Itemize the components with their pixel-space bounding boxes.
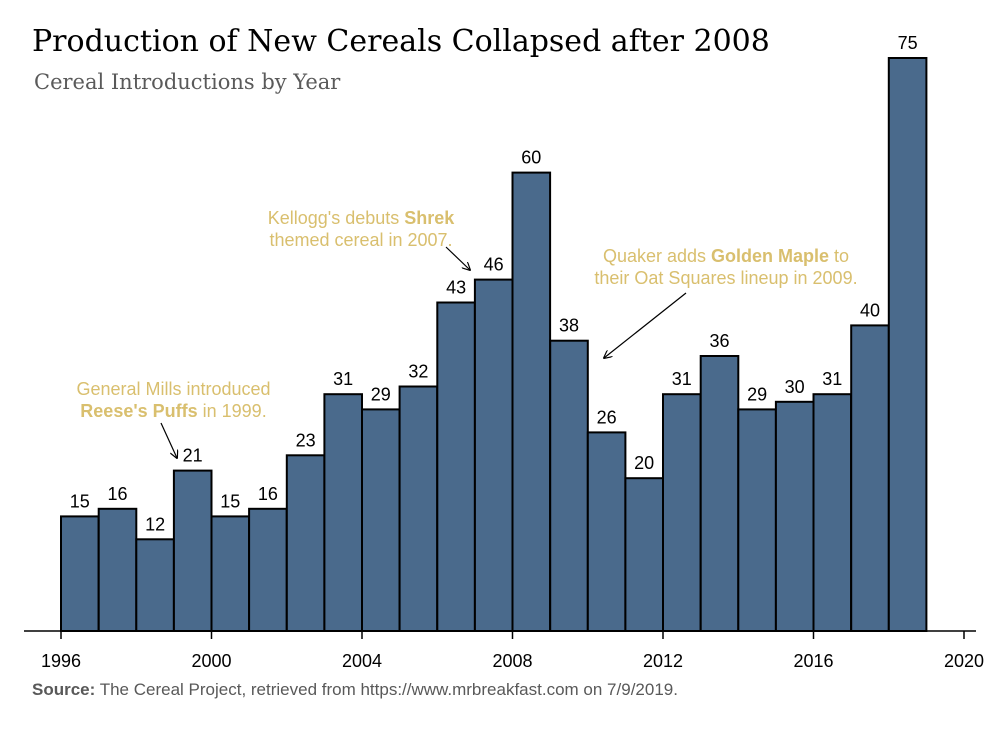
data-label-2002: 16 — [258, 484, 278, 504]
data-label-1997: 15 — [70, 491, 90, 511]
data-label-2019: 75 — [898, 33, 918, 53]
data-label-2015: 29 — [747, 384, 767, 404]
bar-2000 — [172, 469, 213, 632]
data-label-2007: 43 — [446, 278, 466, 298]
data-label-2003: 23 — [296, 430, 316, 450]
x-tick-label-2012: 2012 — [643, 651, 683, 671]
data-labels-group: 15 16 12 21 15 16 23 31 29 32 43 46 60 38 26 20 31 36 29 30… — [70, 33, 918, 534]
bar-2008 — [473, 278, 514, 632]
annotation-reeses-puffs: General Mills introduced Reese's Puffs i… — [66, 378, 281, 422]
annotation-shrek: Kellogg's debuts Shrek themed cereal in … — [246, 207, 476, 251]
bar-2003 — [285, 454, 326, 632]
data-label-2010: 38 — [559, 316, 579, 336]
annotation-shrek-line2: themed cereal in 2007. — [269, 230, 453, 250]
data-label-2014: 36 — [709, 331, 729, 351]
annotation-golden-maple: Quaker adds Golden Maple to their Oat Sq… — [566, 245, 886, 289]
source-label: Source: — [32, 680, 96, 699]
data-label-1998: 16 — [107, 484, 127, 504]
data-label-2016: 30 — [785, 377, 805, 397]
bars-group — [60, 57, 928, 633]
x-tick-label-2004: 2004 — [342, 651, 382, 671]
annotation-shrek-bold: Shrek — [404, 208, 455, 228]
data-label-1999: 12 — [145, 514, 165, 534]
data-label-2008: 46 — [484, 255, 504, 275]
data-label-2018: 40 — [860, 300, 880, 320]
annotation-maple-bold: Golden Maple — [711, 246, 830, 266]
data-label-2013: 31 — [672, 369, 692, 389]
bar-2007 — [436, 301, 476, 632]
bar-2018 — [850, 324, 890, 632]
bar-2011 — [586, 431, 627, 632]
data-label-2000: 21 — [183, 446, 203, 466]
arrow-reeses — [160, 422, 177, 458]
bar-2016 — [774, 400, 815, 632]
chart-subtitle: Cereal Introductions by Year — [34, 70, 341, 94]
annotation-reeses-line2: in 1999. — [197, 401, 267, 421]
data-label-2012: 20 — [634, 453, 654, 473]
bar-2014 — [699, 355, 740, 632]
annotation-maple-line2: their Oat Squares lineup in 2009. — [594, 268, 858, 288]
bar-2012 — [624, 477, 665, 633]
data-label-2001: 15 — [220, 491, 240, 511]
data-label-2004: 31 — [333, 369, 353, 389]
annotation-arrows — [160, 246, 687, 458]
bar-2006 — [398, 385, 439, 632]
bar-2002 — [248, 507, 288, 632]
bar-2005 — [361, 408, 401, 632]
x-axis: 1996 2000 2004 2008 2012 2016 2020 — [24, 630, 984, 671]
arrow-golden-maple — [604, 292, 687, 358]
bar-2019 — [887, 57, 928, 632]
x-tick-label-1996: 1996 — [41, 651, 81, 671]
bar-2015 — [737, 408, 777, 632]
bar-1999 — [135, 538, 175, 632]
annotation-shrek-line1: Kellogg's debuts — [267, 208, 405, 228]
bar-1998 — [97, 507, 138, 632]
data-label-2011: 26 — [597, 407, 617, 427]
bar-2017 — [812, 393, 853, 633]
bar-1997 — [60, 515, 100, 633]
bar-2010 — [549, 339, 589, 632]
x-tick-label-2016: 2016 — [793, 651, 833, 671]
bar-2001 — [210, 515, 251, 633]
x-tick-label-2020: 2020 — [944, 651, 984, 671]
x-tick-label-2000: 2000 — [191, 651, 231, 671]
source-note: Source: The Cereal Project, retrieved fr… — [32, 680, 678, 700]
arrow-shrek — [445, 246, 470, 270]
data-label-2005: 29 — [371, 384, 391, 404]
annotation-reeses-bold: Reese's Puffs — [80, 401, 198, 421]
bar-2009 — [511, 171, 552, 632]
data-label-2017: 31 — [822, 369, 842, 389]
source-text: The Cereal Project, retrieved from https… — [95, 680, 678, 699]
annotation-reeses-line1: General Mills introduced — [76, 379, 271, 399]
bar-2004 — [323, 393, 363, 633]
chart-title: Production of New Cereals Collapsed afte… — [32, 24, 770, 59]
annotation-maple-line1: Quaker adds — [602, 246, 712, 266]
x-tick-label-2008: 2008 — [492, 651, 532, 671]
annotation-maple-line1-post: to — [829, 246, 850, 266]
bar-2013 — [662, 393, 702, 633]
data-label-2006: 32 — [408, 362, 428, 382]
data-label-2009: 60 — [521, 148, 541, 168]
